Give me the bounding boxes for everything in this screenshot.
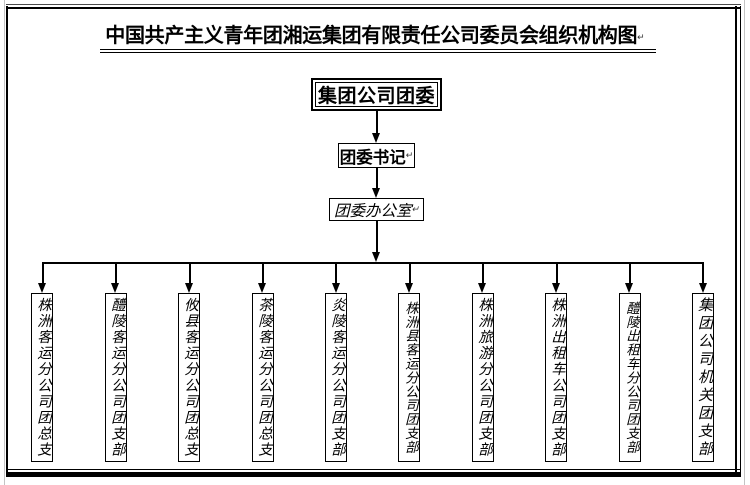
connector-line — [115, 262, 117, 284]
title-underline — [100, 48, 656, 53]
unit-box-zhuzhou-keyun: 株洲客运分公司团总支 — [31, 293, 53, 462]
paragraph-mark-icon: ↵ — [411, 204, 420, 214]
unit-box-youxian-keyun: 攸县客运分公司团总支 — [178, 293, 200, 462]
guide-line-left — [4, 0, 5, 485]
arrowhead-down-icon — [699, 283, 707, 293]
connector-line — [702, 262, 704, 284]
connector-line — [189, 262, 191, 284]
connector-line — [629, 262, 631, 284]
node-group-committee: 集团公司团委 — [311, 78, 442, 111]
arrowhead-down-icon — [552, 283, 560, 293]
node-office-label: 团委办公室 — [333, 202, 412, 220]
connector-line — [262, 262, 264, 284]
arrowhead-down-icon — [372, 252, 380, 262]
connector-line — [376, 110, 378, 134]
connector-line — [335, 262, 337, 284]
connector-line — [376, 221, 378, 254]
page-border-top — [6, 6, 741, 9]
connector-line — [42, 262, 44, 284]
arrowhead-down-icon — [372, 133, 380, 143]
unit-box-chaling-keyun: 茶陵客运分公司团总支 — [252, 293, 274, 462]
unit-box-liling-keyun: 醴陵客运分公司团支部 — [105, 293, 127, 462]
paragraph-mark-icon: ↵ — [637, 32, 645, 42]
unit-box-liling-chuzuche: 醴陵出租车分公司团支部 — [619, 293, 641, 462]
arrowhead-down-icon — [258, 283, 266, 293]
node-group-committee-label: 集团公司团委 — [315, 82, 438, 107]
arrowhead-down-icon — [478, 283, 486, 293]
unit-box-yanling-keyun: 炎陵客运分公司团支部 — [325, 293, 347, 462]
paragraph-mark-icon: ↵ — [405, 150, 414, 160]
unit-box-zhuzhou-chuzuche: 株洲出租车公司团支部 — [545, 293, 567, 462]
arrowhead-down-icon — [38, 283, 46, 293]
node-secretary: 团委书记 ↵ — [338, 143, 415, 168]
page-border-top-outer — [6, 4, 741, 5]
page-border-bottom-inner — [6, 469, 741, 471]
unit-box-zhuzhou-lvyou: 株洲旅游分公司团支部 — [472, 293, 494, 462]
arrowhead-down-icon — [405, 283, 413, 293]
page-border-right-outer — [739, 6, 741, 477]
guide-line-right — [744, 0, 745, 485]
page-border-left — [6, 6, 8, 477]
node-secretary-label: 团委书记 — [339, 147, 406, 167]
connector-line — [376, 168, 378, 190]
connector-line — [556, 262, 558, 284]
unit-box-jituan-jiguan: 集团公司机关团支部 — [692, 293, 714, 462]
connector-line — [482, 262, 484, 284]
node-office: 团委办公室 ↵ — [329, 198, 424, 221]
arrowhead-down-icon — [332, 283, 340, 293]
arrowhead-down-icon — [625, 283, 633, 293]
page-border-bottom — [6, 471, 741, 477]
arrowhead-down-icon — [372, 188, 380, 198]
connector-line — [409, 262, 411, 284]
page-border-right — [734, 6, 737, 477]
page-title-text: 中国共产主义青年团湘运集团有限责任公司委员会组织机构图 — [105, 25, 638, 47]
unit-box-zhuzhouxian-keyun: 株洲县客运分公司团支部 — [398, 293, 420, 462]
page-title: 中国共产主义青年团湘运集团有限责任公司委员会组织机构图↵ — [0, 23, 750, 50]
arrowhead-down-icon — [185, 283, 193, 293]
arrowhead-down-icon — [111, 283, 119, 293]
connector-rail — [42, 262, 704, 264]
